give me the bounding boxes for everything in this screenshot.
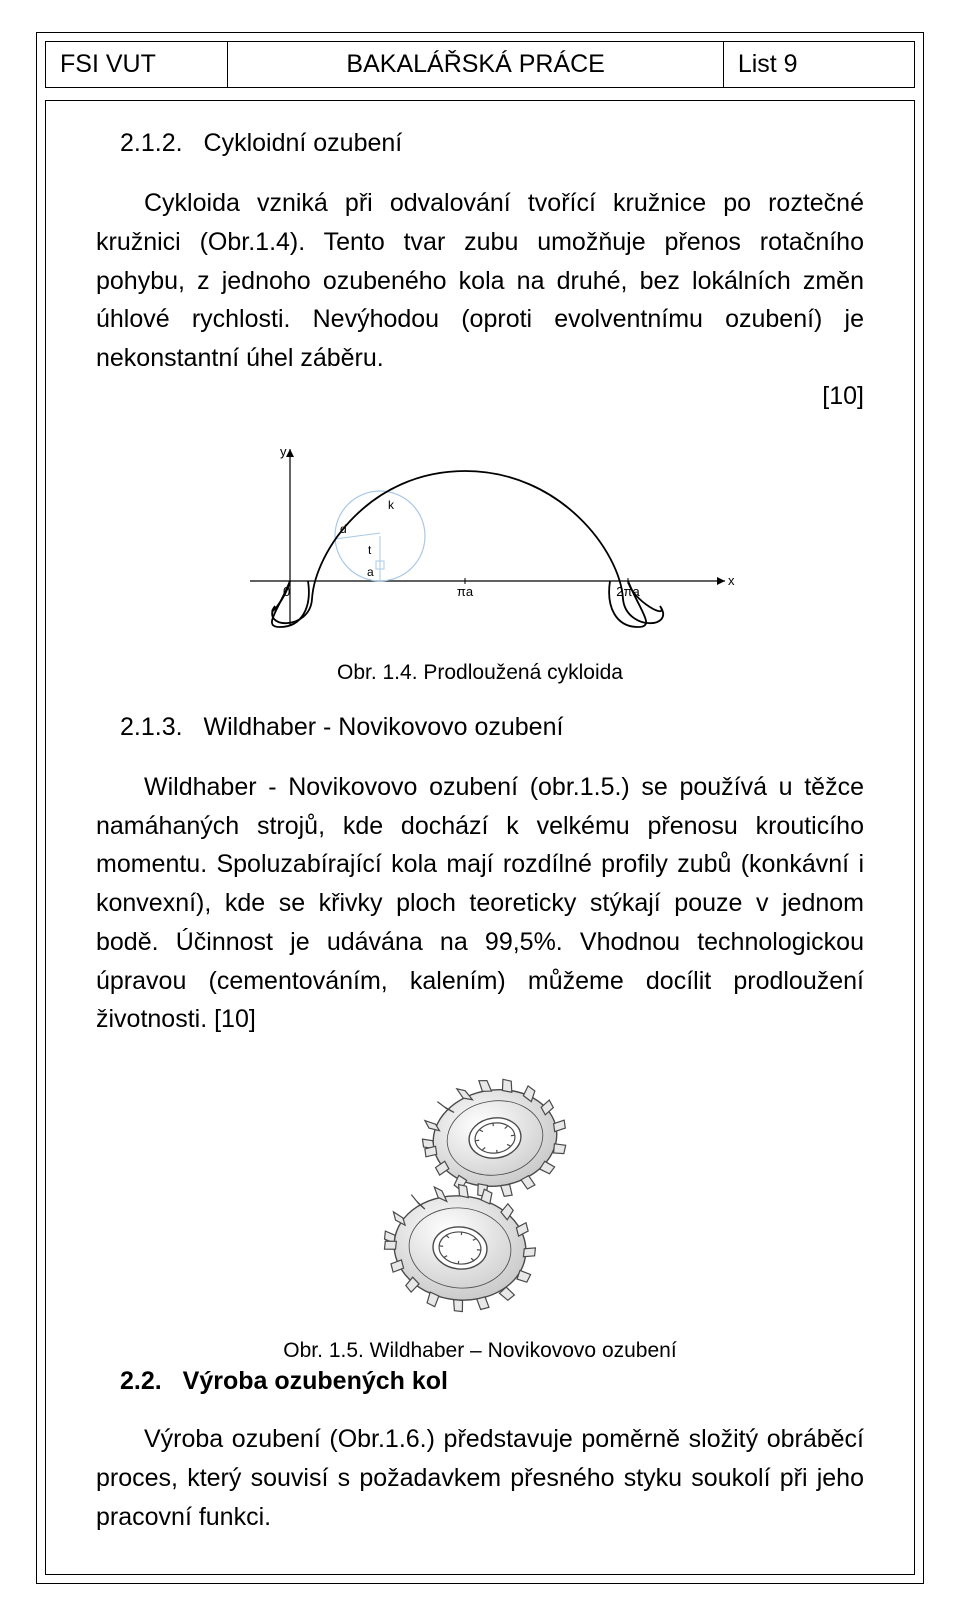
section-212-paragraph: Cykloida vzniká při odvalování tvořící k… bbox=[96, 184, 864, 378]
figure-14-caption: Obr. 1.4. Prodloužená cykloida bbox=[96, 661, 864, 685]
label-k: k bbox=[388, 498, 395, 512]
section-212-heading: 2.1.2. Cykloidní ozubení bbox=[120, 129, 864, 158]
label-a: a bbox=[367, 565, 374, 579]
gear-bottom bbox=[378, 1177, 541, 1318]
gears-svg bbox=[360, 1053, 600, 1333]
section-22-title: Výroba ozubených kol bbox=[183, 1367, 448, 1395]
header-institution: FSI VUT bbox=[46, 42, 228, 88]
content-frame: 2.1.2. Cykloidní ozubení Cykloida vzniká… bbox=[45, 100, 915, 1575]
outer-frame: FSI VUT BAKALÁŘSKÁ PRÁCE List 9 2.1.2. C… bbox=[36, 32, 924, 1584]
section-212-title: Cykloidní ozubení bbox=[204, 129, 403, 157]
section-213-number: 2.1.3. bbox=[120, 713, 183, 741]
axis-y-label: y bbox=[280, 444, 287, 459]
section-22-number: 2.2. bbox=[120, 1367, 162, 1395]
rolling-circle: k d t a bbox=[335, 491, 425, 581]
figure-15-caption: Obr. 1.5. Wildhaber – Novikovovo ozubení bbox=[96, 1339, 864, 1363]
section-213-heading: 2.1.3. Wildhaber - Novikovovo ozubení bbox=[120, 713, 864, 742]
label-t: t bbox=[368, 543, 372, 557]
axis-x-label: x bbox=[728, 573, 735, 588]
section-22-paragraph: Výroba ozubení (Obr.1.6.) představuje po… bbox=[96, 1420, 864, 1536]
cycloid-curve bbox=[272, 471, 663, 627]
header-pagenum: List 9 bbox=[723, 42, 914, 88]
axis-pia-label: πa bbox=[457, 584, 474, 599]
header-title: BAKALÁŘSKÁ PRÁCE bbox=[228, 42, 723, 88]
figure-14: 0 πa 2πa x y k bbox=[96, 431, 864, 651]
section-213-paragraph: Wildhaber - Novikovovo ozubení (obr.1.5.… bbox=[96, 768, 864, 1039]
page: FSI VUT BAKALÁŘSKÁ PRÁCE List 9 2.1.2. C… bbox=[0, 0, 960, 1620]
figure-15 bbox=[96, 1053, 864, 1333]
page-header: FSI VUT BAKALÁŘSKÁ PRÁCE List 9 bbox=[45, 41, 915, 88]
section-212-ref: [10] bbox=[96, 382, 864, 411]
gear-top bbox=[415, 1070, 573, 1207]
axes: 0 πa 2πa x y bbox=[250, 444, 735, 626]
cycloid-diagram-svg: 0 πa 2πa x y k bbox=[220, 431, 740, 651]
section-213-title: Wildhaber - Novikovovo ozubení bbox=[204, 713, 564, 741]
section-22-heading: 2.2. Výroba ozubených kol bbox=[120, 1367, 864, 1396]
section-212-number: 2.1.2. bbox=[120, 129, 183, 157]
